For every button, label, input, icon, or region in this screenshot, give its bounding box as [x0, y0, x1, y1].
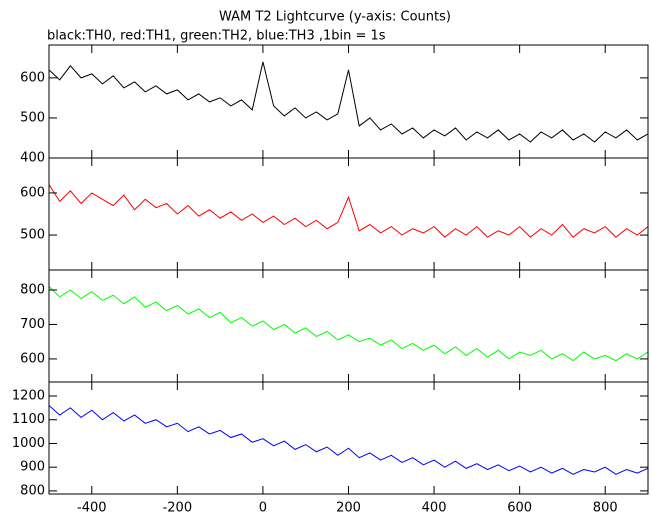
- x-tick-label: 800: [593, 501, 618, 515]
- y-tick-label: 1100: [12, 412, 45, 427]
- x-tick-label: -400: [77, 501, 107, 515]
- y-tick-label: 800: [20, 483, 45, 498]
- data-line: [49, 286, 648, 362]
- y-tick-label: 500: [20, 228, 45, 243]
- panel-frame: [48, 157, 649, 271]
- x-tick-label: -200: [163, 501, 193, 515]
- y-tick-label: 600: [20, 351, 45, 366]
- panel-frame: [48, 381, 649, 495]
- data-line: [49, 184, 648, 238]
- y-tick-label: 900: [20, 460, 45, 475]
- x-tick-label: 0: [259, 501, 267, 515]
- data-line: [49, 405, 648, 475]
- y-tick-label: 700: [20, 317, 45, 332]
- y-tick-label: 500: [20, 110, 45, 125]
- y-tick-label: 400: [20, 151, 45, 166]
- y-tick-label: 600: [20, 70, 45, 85]
- y-tick-label: 600: [20, 185, 45, 200]
- data-line: [49, 61, 648, 143]
- panel-frame: [48, 269, 649, 383]
- chart-title: WAM T2 Lightcurve (y-axis: Counts): [219, 10, 451, 25]
- x-tick-label: 200: [336, 501, 361, 515]
- panel-frame: [48, 44, 649, 159]
- y-tick-label: 1200: [12, 389, 45, 404]
- y-tick-label: 1000: [12, 436, 45, 451]
- y-tick-label: 800: [20, 282, 45, 297]
- chart-subtitle: black:TH0, red:TH1, green:TH2, blue:TH3 …: [47, 29, 386, 44]
- x-tick-label: 400: [422, 501, 447, 515]
- x-tick-label: 600: [507, 501, 532, 515]
